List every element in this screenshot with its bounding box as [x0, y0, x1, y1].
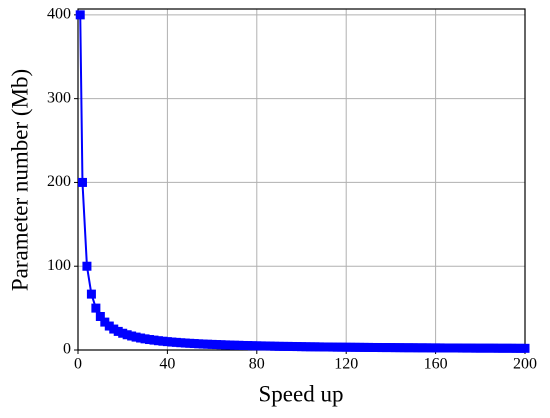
x-tick-label: 80: [249, 356, 265, 373]
line: [79, 14, 525, 350]
marker: [82, 261, 92, 271]
plot-frame: [77, 8, 526, 351]
marker: [95, 311, 105, 321]
x-tick-label: 120: [334, 356, 358, 373]
marker: [86, 289, 96, 299]
x-tick-label: 200: [513, 356, 537, 373]
y-axis-label: Parameter number (Mb): [7, 69, 32, 291]
x-tick-label: 160: [424, 356, 448, 373]
marker: [75, 10, 85, 20]
marker: [91, 303, 101, 313]
marker: [77, 177, 87, 187]
x-tick-label: 0: [74, 356, 82, 373]
x-tick-label: 40: [159, 356, 175, 373]
y-tick-label: 0: [63, 341, 71, 358]
y-tick-label: 200: [47, 173, 71, 190]
x-axis-label: Speed up: [259, 381, 344, 406]
y-tick-label: 300: [47, 89, 71, 106]
y-tick-label: 100: [47, 257, 71, 274]
y-tick-label: 400: [47, 6, 71, 23]
marker: [520, 343, 530, 353]
